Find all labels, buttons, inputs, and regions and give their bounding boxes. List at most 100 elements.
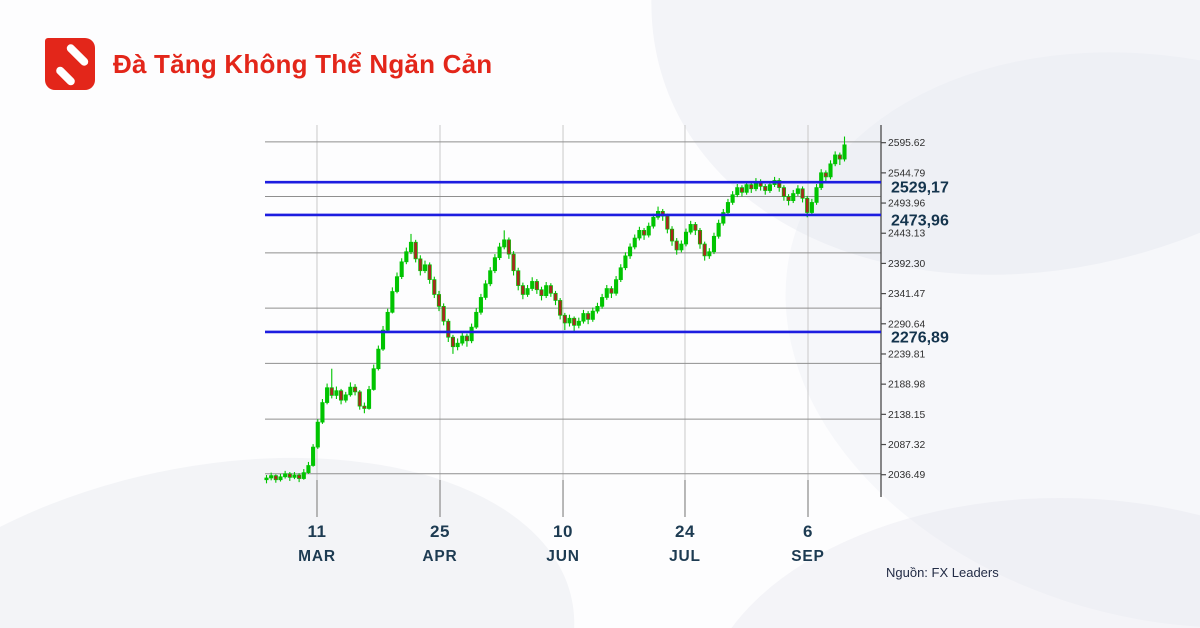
candle bbox=[474, 311, 479, 328]
candle bbox=[604, 288, 609, 298]
candle bbox=[539, 289, 544, 297]
y-axis-tick-label: 2544.79 bbox=[888, 168, 925, 179]
candle bbox=[586, 313, 591, 320]
x-axis-labels: 11 MAR 25 APR 10 JUN 24 JUL 6 SEP bbox=[298, 480, 824, 565]
candle bbox=[544, 285, 549, 297]
candle bbox=[791, 193, 796, 202]
y-axis-tick-label: 2036.49 bbox=[888, 470, 925, 481]
candle bbox=[394, 276, 400, 292]
candle bbox=[600, 297, 605, 307]
candle bbox=[637, 229, 642, 239]
candle bbox=[642, 229, 647, 236]
candle bbox=[735, 187, 740, 196]
candle bbox=[823, 172, 828, 178]
y-axis: 2036.49 2087.32 2138.15 2188.98 2239.81 2290.… bbox=[880, 125, 925, 497]
price-chart-svg: 2036.49 2087.32 2138.15 2188.98 2239.81 2290.… bbox=[264, 125, 949, 565]
candle bbox=[446, 320, 451, 338]
candle bbox=[595, 306, 600, 312]
candle bbox=[833, 154, 838, 165]
support-level-label: 2529,17 bbox=[891, 180, 949, 197]
x-axis-month-label: APR bbox=[422, 548, 457, 565]
x-axis-day-label: 11 bbox=[307, 522, 326, 541]
candle bbox=[371, 368, 376, 390]
candle bbox=[362, 405, 367, 409]
candle bbox=[800, 188, 805, 199]
candle bbox=[739, 187, 745, 193]
candle bbox=[781, 187, 786, 197]
candle bbox=[749, 184, 754, 190]
candle bbox=[301, 472, 306, 479]
candle bbox=[506, 239, 511, 255]
candle bbox=[390, 291, 395, 313]
candle bbox=[716, 222, 721, 237]
horizontal-gridlines bbox=[265, 141, 881, 475]
candle bbox=[399, 261, 404, 278]
candle bbox=[581, 313, 586, 322]
candle bbox=[283, 473, 288, 478]
candle bbox=[418, 258, 423, 272]
candle bbox=[311, 446, 316, 466]
candle bbox=[497, 246, 502, 259]
candle bbox=[427, 264, 432, 280]
candle bbox=[273, 475, 278, 481]
candle bbox=[558, 300, 563, 316]
candle bbox=[450, 336, 456, 348]
candle bbox=[357, 391, 362, 407]
candle bbox=[478, 297, 483, 313]
support-level-label: 2276,89 bbox=[891, 329, 949, 346]
page-title: Đà Tăng Không Thể Ngăn Cản bbox=[113, 48, 493, 79]
candle bbox=[590, 310, 595, 320]
candle bbox=[380, 329, 386, 350]
candle bbox=[408, 241, 414, 253]
support-lines-group: 2529,17 2473,96 2276,89 bbox=[265, 180, 949, 346]
candle bbox=[339, 390, 344, 401]
candle bbox=[520, 285, 525, 295]
x-axis-month-label: SEP bbox=[791, 548, 824, 565]
candle bbox=[702, 243, 707, 257]
candle bbox=[287, 473, 292, 478]
candle bbox=[786, 196, 791, 202]
candle bbox=[441, 306, 446, 322]
support-level-label: 2473,96 bbox=[891, 212, 949, 229]
x-axis-month-label: JUL bbox=[669, 548, 701, 565]
candle bbox=[534, 281, 539, 291]
candle bbox=[707, 251, 712, 257]
candle bbox=[632, 237, 637, 248]
candle bbox=[669, 228, 675, 242]
candle bbox=[767, 184, 772, 191]
candle bbox=[348, 386, 353, 396]
candle bbox=[618, 267, 623, 280]
candle bbox=[814, 187, 819, 203]
x-axis-day-label: 25 bbox=[430, 522, 450, 541]
y-axis-tick-label: 2595.62 bbox=[888, 138, 925, 149]
candle bbox=[334, 390, 339, 396]
candle bbox=[646, 225, 651, 236]
candle bbox=[548, 285, 553, 294]
y-axis-tick-label: 2290.64 bbox=[888, 319, 925, 330]
candle bbox=[567, 317, 572, 324]
candle bbox=[320, 402, 325, 423]
candle bbox=[516, 270, 521, 286]
candle bbox=[730, 194, 735, 203]
candle bbox=[315, 421, 320, 448]
candle bbox=[460, 335, 465, 344]
candle bbox=[651, 216, 656, 227]
candle bbox=[343, 394, 348, 401]
candle bbox=[511, 253, 516, 272]
candle bbox=[828, 163, 833, 178]
x-axis-day-label: 10 bbox=[553, 522, 573, 541]
candle bbox=[385, 311, 390, 331]
x-axis-day-label: 24 bbox=[675, 522, 695, 541]
candle bbox=[777, 180, 782, 188]
candles-group bbox=[264, 136, 847, 484]
candle bbox=[325, 387, 330, 403]
logo-slash-icon bbox=[65, 42, 90, 68]
candle bbox=[264, 477, 269, 481]
candle bbox=[809, 202, 814, 213]
candle bbox=[353, 386, 358, 393]
y-axis-tick-label: 2443.13 bbox=[888, 229, 925, 240]
candle bbox=[679, 243, 684, 251]
candle bbox=[711, 235, 717, 253]
x-axis-month-label: JUN bbox=[546, 548, 579, 565]
